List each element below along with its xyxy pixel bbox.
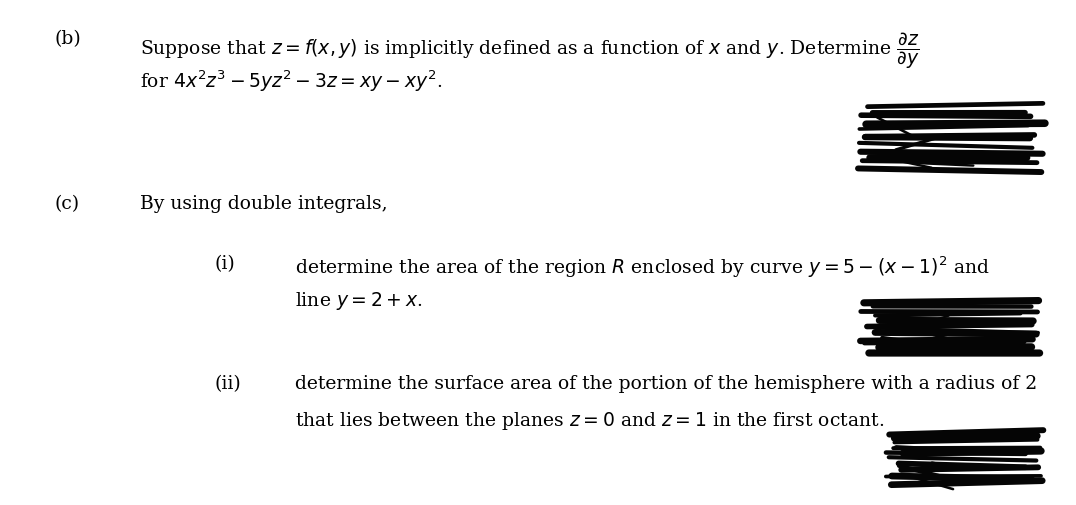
Text: (c): (c) xyxy=(55,195,80,213)
Text: line $y = 2 + x$.: line $y = 2 + x$. xyxy=(295,290,423,312)
Text: (i): (i) xyxy=(215,255,236,273)
Text: By using double integrals,: By using double integrals, xyxy=(140,195,387,213)
Text: determine the surface area of the portion of the hemisphere with a radius of 2: determine the surface area of the portio… xyxy=(295,375,1037,393)
Text: that lies between the planes $z = 0$ and $z = 1$ in the first octant.: that lies between the planes $z = 0$ and… xyxy=(295,410,884,432)
Text: (ii): (ii) xyxy=(215,375,242,393)
Text: (b): (b) xyxy=(55,30,82,48)
Text: determine the area of the region $R$ enclosed by curve $y = 5 - (x-1)^2$ and: determine the area of the region $R$ enc… xyxy=(295,255,990,280)
Text: Suppose that $z = f(x, y)$ is implicitly defined as a function of $x$ and $y$. D: Suppose that $z = f(x, y)$ is implicitly… xyxy=(140,30,920,71)
Text: for $4x^2z^3 - 5yz^2 - 3z = xy - xy^2$.: for $4x^2z^3 - 5yz^2 - 3z = xy - xy^2$. xyxy=(140,68,442,93)
